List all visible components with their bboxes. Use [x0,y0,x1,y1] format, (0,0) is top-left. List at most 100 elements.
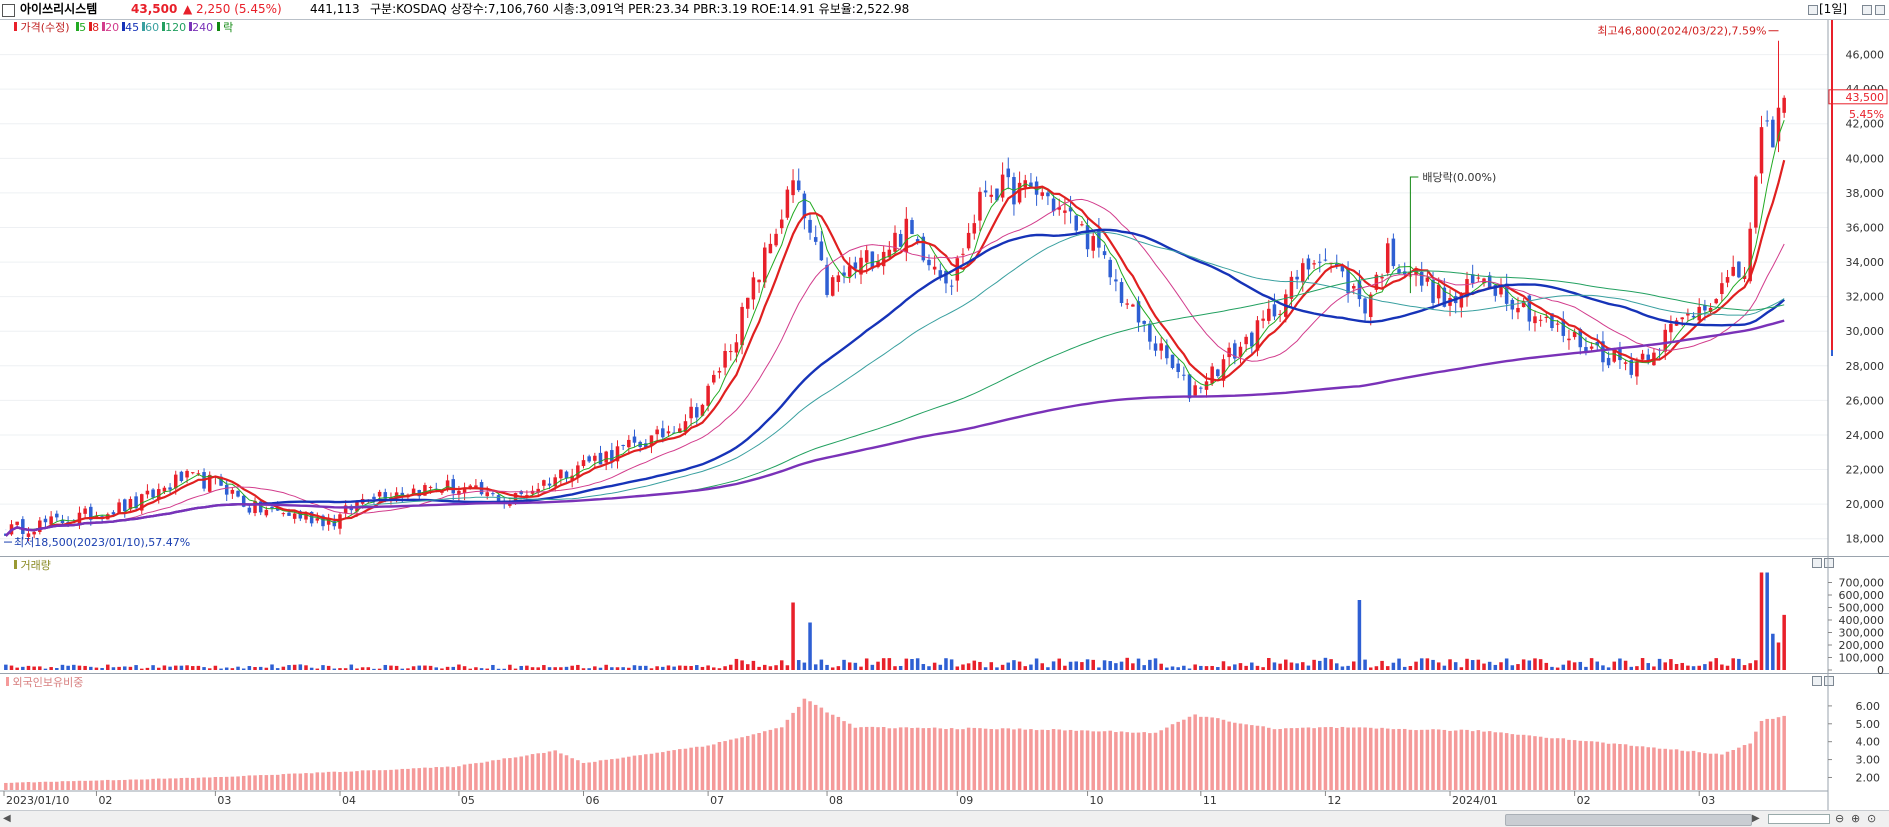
volume-bar [508,664,512,670]
foreign-bar [117,780,121,790]
foreign-bar [785,719,790,790]
candle-body [1210,366,1214,384]
foreign-bar [491,760,495,790]
foreign-restore-icon[interactable] [1812,676,1822,686]
foreign-bar [15,782,19,790]
volume-restore-icon[interactable] [1812,558,1822,568]
foreign-bar [219,777,223,790]
volume-tick-label: 500,000 [1839,602,1885,615]
foreign-close-icon[interactable] [1824,676,1834,686]
zoom-in-icon[interactable]: ⊕ [1851,812,1861,825]
candle [898,229,903,248]
ma-line-20 [5,198,1785,537]
zoom-out-icon[interactable]: ⊖ [1835,812,1845,825]
scroll-thumb[interactable] [1505,814,1752,826]
candle [9,520,14,536]
volume-bar [825,664,829,670]
foreign-bar [598,760,603,790]
volume-bar [106,664,110,670]
candle-body [1318,261,1322,263]
scroll-left-icon[interactable]: ◀ [3,813,11,824]
minimize-icon[interactable] [1862,5,1872,15]
candle [830,275,835,297]
restore-icon[interactable] [1808,5,1818,15]
zoom-slider[interactable] [1768,814,1830,824]
volume-bar [315,668,320,670]
candle [1199,386,1203,394]
volume-close-icon[interactable] [1824,558,1834,568]
period-button[interactable]: [1일] [1819,2,1848,16]
candle [1063,197,1067,225]
volume-pane-border [0,556,1889,557]
horizontal-scrollbar[interactable]: ◀ ▶ ⊖ ⊕ ⊙ [0,810,1889,827]
candle [1465,271,1469,307]
candle-body [887,249,892,258]
foreign-bar [966,727,971,790]
volume-bar [1289,662,1294,670]
foreign-bar [1765,718,1769,790]
candle [1176,358,1180,379]
volume-bar [729,664,733,670]
foreign-tick-label: 4.00 [1856,736,1881,749]
zoom-reset-icon[interactable]: ⊙ [1867,812,1877,825]
candle-body [1046,192,1050,197]
candle [1476,273,1481,283]
candle-body [1499,285,1503,295]
candle [43,515,48,528]
foreign-bar [445,766,450,790]
scroll-right-icon[interactable]: ▶ [1752,813,1760,824]
candle-body [1119,282,1124,304]
volume-bar [525,665,529,670]
foreign-bar [1165,727,1169,790]
volume-bar [100,668,104,670]
foreign-bar [134,779,138,790]
volume-bar [678,665,682,670]
foreign-bar [190,778,195,790]
foreign-bar [1068,729,1073,790]
candle-body [621,444,625,446]
foreign-bar [774,728,778,790]
candle [83,505,87,519]
date-tick-label: 07 [710,794,724,807]
candle-body [1442,287,1447,307]
foreign-bar [1074,730,1078,790]
menu-icon[interactable] [2,4,15,17]
foreign-bar [1618,744,1622,790]
foreign-bar [1385,728,1390,790]
ma-line-5 [5,120,1785,537]
candle [1589,342,1594,352]
volume-bar [802,662,807,670]
candle [451,474,456,501]
candle-body [915,239,920,242]
candle-body [1063,210,1067,213]
foreign-bar [457,766,461,790]
candle-body [315,518,320,521]
volume-bar [26,665,31,670]
candle-body [1091,236,1095,251]
candle-body [1504,283,1509,304]
price-tick-label: 28,000 [1846,360,1885,373]
foreign-bar [740,737,744,790]
foreign-bar [1453,730,1458,790]
foreign-bar [275,774,280,790]
volume-bar [1301,662,1305,670]
candle-body [332,521,337,527]
candle-body [1323,259,1328,261]
volume-bar [230,668,235,670]
foreign-bar [825,712,829,790]
close-icon[interactable] [1875,5,1885,15]
foreign-bar [1606,743,1611,790]
candle-body [791,180,795,196]
foreign-bar [870,726,875,790]
foreign-bar [1244,724,1248,790]
volume-bar [1657,658,1662,670]
volume-bar [474,667,478,670]
foreign-bar [553,750,557,790]
candle-body [230,489,235,494]
volume-tick-label: 0 [1877,664,1884,677]
volume-bar [1368,667,1373,670]
candle-body [1595,341,1600,346]
candle-body [1000,174,1005,198]
foreign-bar [1108,730,1112,790]
